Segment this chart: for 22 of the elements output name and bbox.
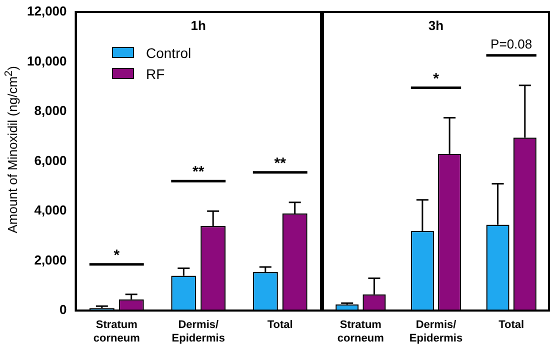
x-tick-label: Total [267, 319, 293, 332]
y-tick-label: 10,000 [26, 53, 67, 68]
annotation: ** [192, 164, 204, 181]
y-tick-label: 6,000 [34, 152, 67, 168]
x-tick-label: Total [498, 319, 524, 332]
x-tick-label: Dermis/ Epidermis [409, 319, 463, 344]
annotation: * [433, 70, 440, 88]
y-tick-label: 4,000 [34, 202, 67, 218]
annotation: ** [274, 155, 286, 172]
x-tick-label: Stratum corneum [93, 319, 140, 344]
y-tick-label: 12,000 [26, 4, 67, 19]
x-tick-label: Dermis/ Epidermis [172, 319, 225, 344]
annotation: * [114, 247, 120, 264]
legend-label: RF [146, 66, 165, 82]
x-tick-label: Stratum corneum [337, 319, 384, 344]
y-tick-label: 2,000 [34, 252, 67, 268]
annotation: P=0.08 [490, 36, 532, 52]
text: 3h [428, 18, 444, 34]
y-tick-label: 8,000 [34, 103, 67, 118]
text: 1h [190, 18, 206, 34]
legend-label: Control [146, 44, 192, 60]
y-tick-label: 0 [60, 302, 67, 318]
